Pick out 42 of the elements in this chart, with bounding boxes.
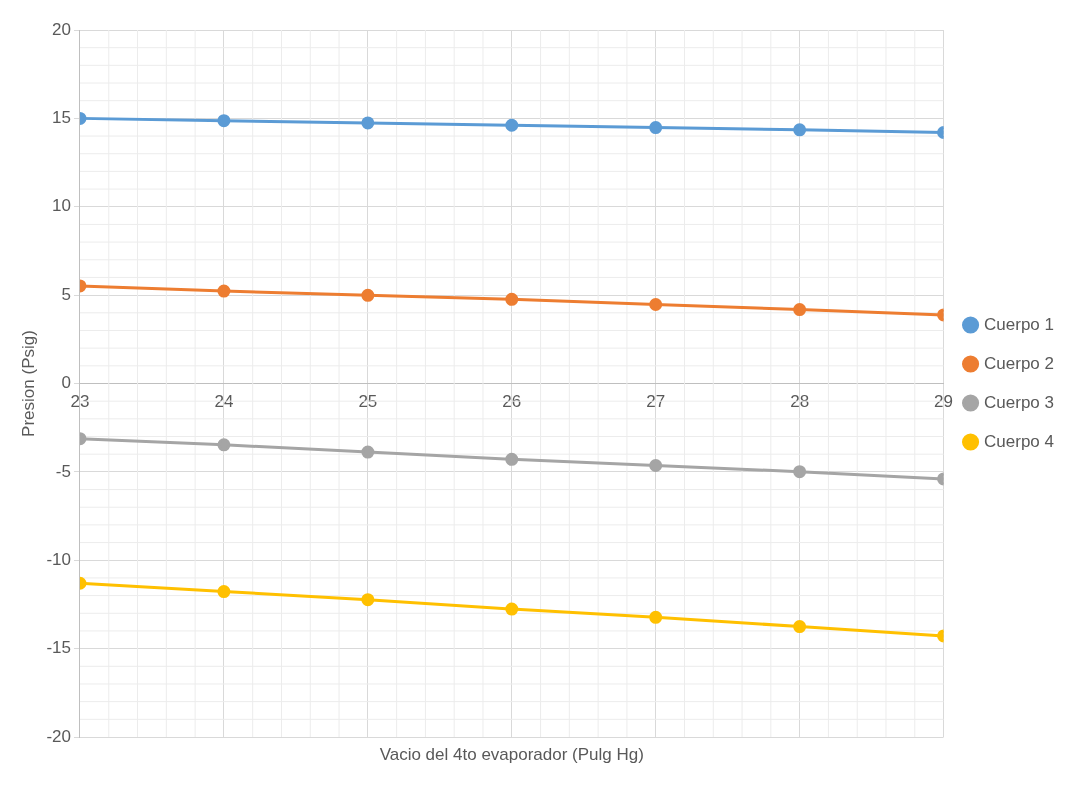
point bbox=[649, 297, 663, 311]
y-tick-label: 5 bbox=[61, 284, 71, 304]
point bbox=[361, 593, 375, 607]
point bbox=[217, 284, 231, 298]
point bbox=[649, 121, 663, 135]
x-axis-title: Vacio del 4to evaporador (Pulg Hg) bbox=[379, 745, 644, 765]
x-tick-label: 23 bbox=[70, 392, 90, 412]
y-tick-label: 15 bbox=[52, 108, 71, 128]
point bbox=[793, 123, 807, 137]
point bbox=[793, 303, 807, 317]
x-tick-label: 28 bbox=[790, 392, 810, 412]
point bbox=[361, 116, 375, 130]
y-tick-label: 10 bbox=[52, 196, 71, 216]
point bbox=[361, 445, 375, 459]
x-tick-label: 27 bbox=[646, 392, 666, 412]
point bbox=[361, 288, 375, 302]
legend-label: Cuerpo 2 bbox=[984, 353, 1054, 373]
point bbox=[505, 292, 519, 306]
y-tick-label: -5 bbox=[55, 461, 71, 481]
y-tick-label: -20 bbox=[46, 726, 71, 746]
point bbox=[505, 602, 519, 616]
legend-label: Cuerpo 3 bbox=[984, 392, 1054, 412]
point bbox=[217, 585, 231, 599]
point bbox=[505, 118, 519, 132]
point bbox=[217, 438, 231, 452]
point bbox=[793, 465, 807, 479]
y-tick-label: -15 bbox=[46, 638, 71, 658]
point bbox=[217, 114, 231, 128]
point bbox=[505, 452, 519, 466]
y-tick-label: 0 bbox=[61, 373, 71, 393]
y-tick-label: -10 bbox=[46, 549, 71, 569]
point bbox=[793, 620, 807, 634]
legend-label: Cuerpo 4 bbox=[984, 431, 1054, 451]
point bbox=[649, 610, 663, 624]
point bbox=[649, 459, 663, 473]
legend-label: Cuerpo 1 bbox=[984, 314, 1054, 334]
x-tick-label: 25 bbox=[358, 392, 378, 412]
x-tick-label: 29 bbox=[934, 392, 954, 412]
x-tick-label: 26 bbox=[502, 392, 522, 412]
y-tick-label: 20 bbox=[52, 19, 71, 39]
y-axis-title: Presion (Psig) bbox=[18, 330, 38, 437]
x-tick-label: 24 bbox=[214, 392, 234, 412]
